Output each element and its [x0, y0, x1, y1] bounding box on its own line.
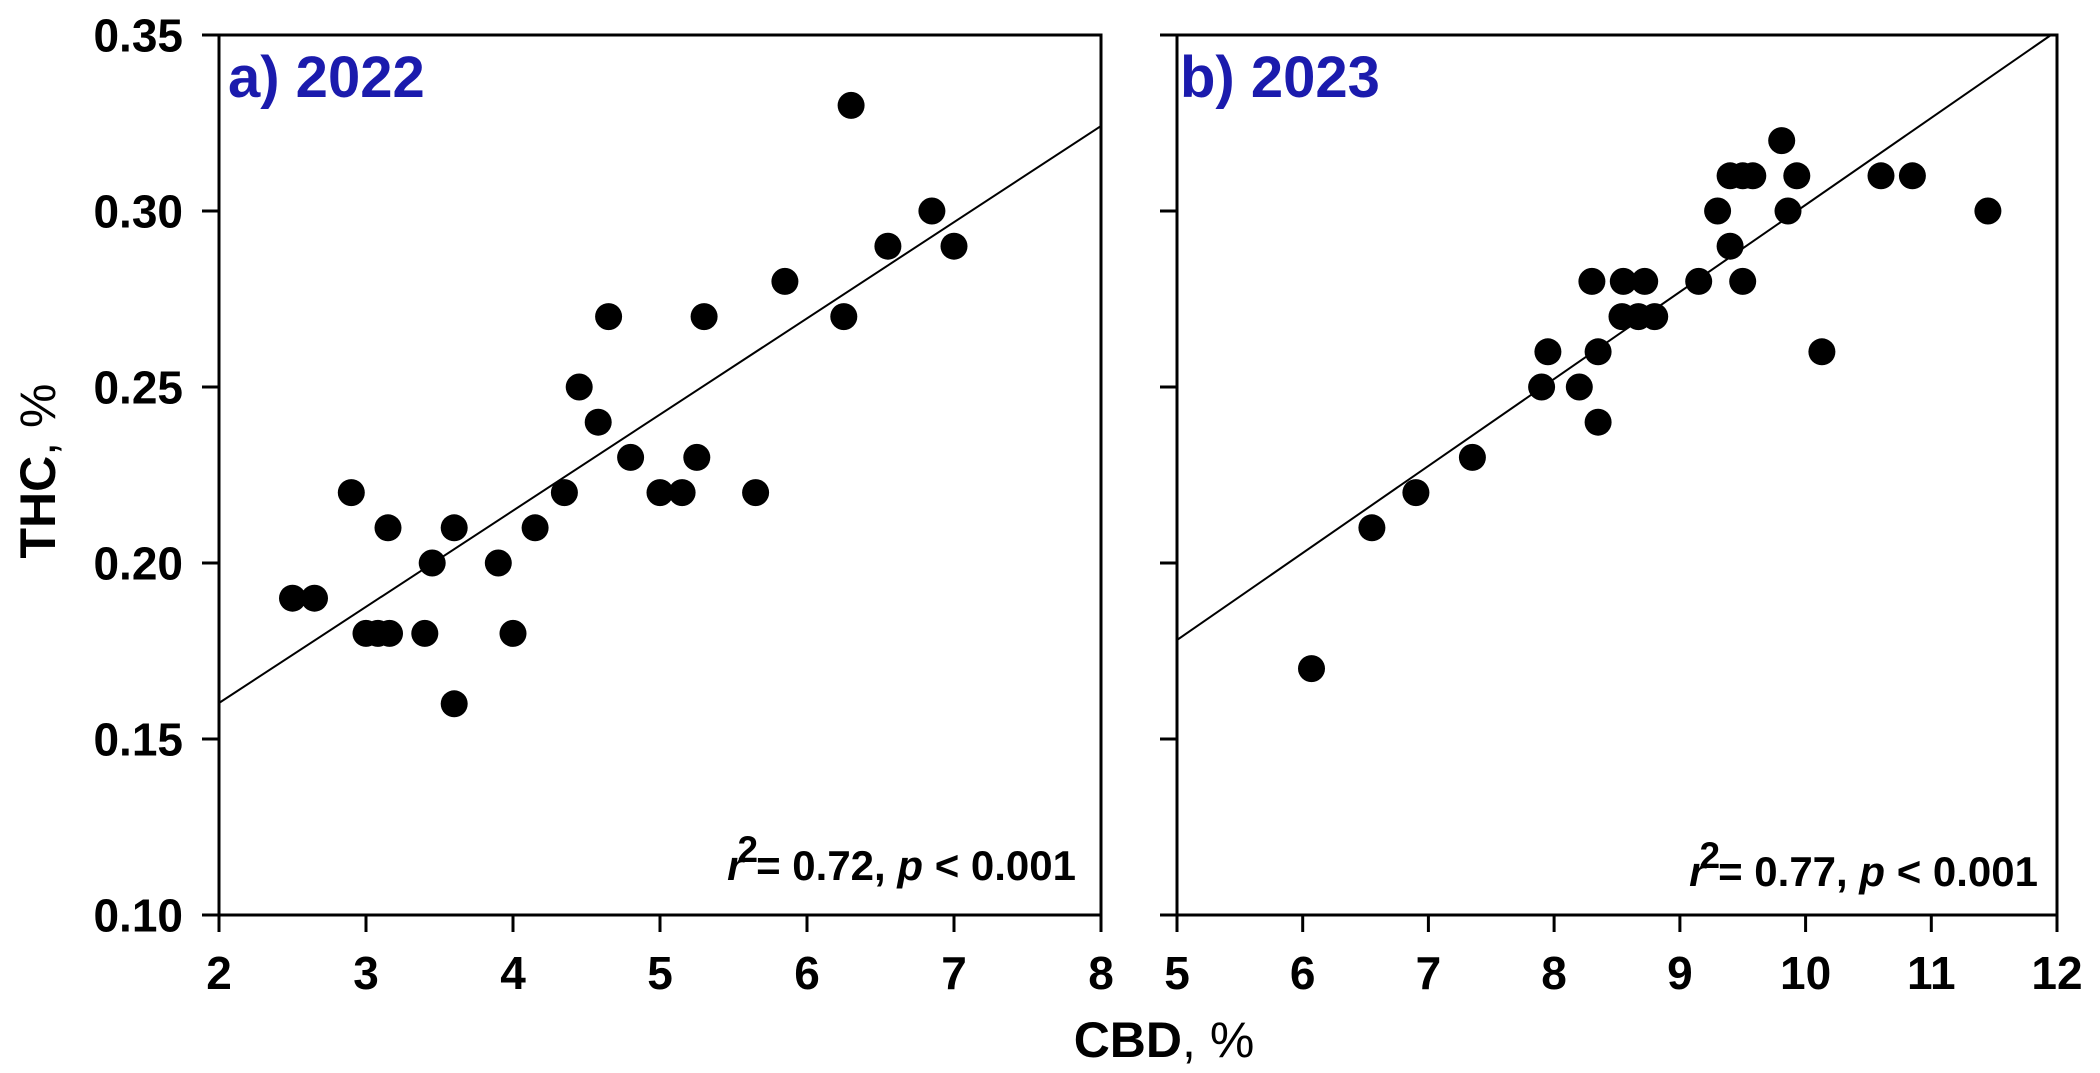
svg-text:10: 10: [1780, 947, 1831, 999]
svg-text:12: 12: [2031, 947, 2082, 999]
svg-text:b) 2023: b) 2023: [1180, 45, 1380, 110]
svg-text:9: 9: [1667, 947, 1693, 999]
svg-text:11: 11: [1907, 947, 1956, 999]
svg-text:7: 7: [1416, 947, 1442, 999]
svg-text:2: 2: [206, 947, 232, 999]
svg-text:8: 8: [1541, 947, 1567, 999]
svg-text:5: 5: [647, 947, 673, 999]
svg-text:THC, %: THC, %: [10, 383, 66, 558]
svg-text:0.10: 0.10: [93, 890, 183, 942]
svg-text:0.20: 0.20: [93, 538, 183, 590]
svg-text:CBD, %: CBD, %: [1074, 1012, 1255, 1068]
svg-text:7: 7: [941, 947, 967, 999]
svg-text:3: 3: [353, 947, 379, 999]
svg-text:4: 4: [500, 947, 526, 999]
svg-text:8: 8: [1088, 947, 1114, 999]
svg-text:0.25: 0.25: [93, 362, 183, 414]
svg-text:a) 2022: a) 2022: [228, 45, 425, 110]
svg-text:0.30: 0.30: [93, 186, 183, 238]
svg-text:0.35: 0.35: [93, 10, 183, 62]
svg-text:6: 6: [794, 947, 820, 999]
svg-text:6: 6: [1290, 947, 1316, 999]
svg-text:5: 5: [1164, 947, 1190, 999]
svg-text:0.15: 0.15: [93, 714, 183, 766]
